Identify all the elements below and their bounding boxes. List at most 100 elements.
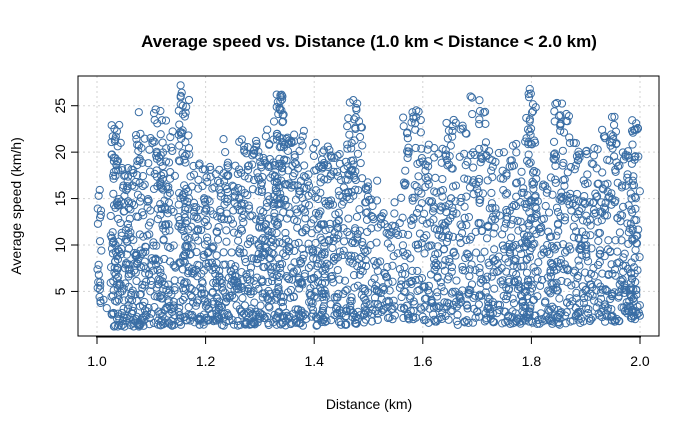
- data-point-1668: [413, 286, 422, 296]
- data-point-411: [161, 227, 170, 236]
- data-point-1246: [302, 314, 311, 323]
- data-point-247: [135, 178, 144, 188]
- data-point-52: [107, 292, 116, 301]
- data-point-431: [162, 303, 171, 312]
- data-point-2422: [556, 255, 565, 265]
- data-point-2807: [142, 311, 151, 320]
- data-point-2633: [611, 167, 620, 176]
- data-point-1849: [449, 248, 458, 257]
- data-point-621: [202, 215, 211, 224]
- data-point-2117: [509, 261, 518, 270]
- data-point-2027: [484, 301, 493, 310]
- data-point-558: [188, 264, 197, 273]
- data-point-1981: [475, 198, 484, 207]
- data-point-793: [251, 136, 261, 146]
- data-point-48: [108, 228, 117, 237]
- data-point-523: [174, 106, 183, 115]
- data-point-412: [171, 263, 180, 272]
- data-point-2514: [595, 246, 605, 255]
- data-point-1578: [361, 295, 370, 305]
- data-point-1405: [328, 243, 337, 253]
- data-point-2809: [151, 105, 160, 114]
- data-point-2841: [246, 287, 255, 296]
- data-point-1448: [358, 174, 367, 183]
- data-point-883: [252, 254, 261, 264]
- data-point-689: [209, 242, 218, 251]
- data-point-2857: [290, 150, 299, 160]
- data-point-2392: [558, 161, 567, 170]
- data-point-1403: [324, 201, 333, 210]
- data-point-739: [229, 228, 239, 237]
- data-point-422: [160, 306, 169, 315]
- data-point-410: [167, 143, 176, 152]
- data-point-2321: [546, 305, 555, 314]
- data-point-1587: [379, 305, 388, 315]
- data-point-1063: [273, 220, 283, 229]
- data-point-1702: [409, 297, 418, 306]
- data-point-2832: [219, 135, 228, 144]
- data-point-368: [165, 226, 174, 235]
- data-point-1991: [473, 185, 482, 194]
- data-point-337: [153, 265, 162, 275]
- data-point-1420: [341, 286, 350, 295]
- data-point-2395: [557, 276, 566, 286]
- data-point-1391: [338, 250, 347, 260]
- data-point-2819: [178, 101, 187, 110]
- chart-title: Average speed vs. Distance (1.0 km < Dis…: [141, 32, 597, 51]
- data-point-960: [265, 139, 274, 149]
- data-point-576: [186, 311, 195, 320]
- data-point-2187: [528, 180, 537, 189]
- data-point-2652: [602, 211, 612, 220]
- data-point-770: [220, 177, 229, 186]
- data-point-1648: [417, 154, 427, 163]
- data-point-2966: [634, 308, 644, 317]
- data-point-2845: [258, 277, 267, 286]
- data-point-1814: [438, 219, 447, 228]
- data-point-376: [160, 196, 169, 205]
- data-point-350: [141, 243, 151, 252]
- data-point-2864: [311, 138, 320, 147]
- data-point-2035: [488, 162, 497, 171]
- data-point-505: [180, 151, 189, 161]
- data-point-1374: [332, 304, 341, 313]
- data-point-202: [140, 180, 149, 189]
- data-point-1923: [470, 150, 479, 160]
- data-point-718: [219, 248, 228, 257]
- data-point-602: [196, 225, 206, 235]
- data-point-816: [235, 193, 244, 202]
- data-point-2551: [587, 280, 596, 289]
- data-point-2960: [620, 283, 629, 292]
- data-point-371: [159, 285, 168, 294]
- data-point-1493: [358, 237, 367, 247]
- data-point-2806: [139, 262, 148, 271]
- data-point-2861: [302, 184, 311, 193]
- data-point-2942: [559, 194, 568, 203]
- data-point-2494: [574, 308, 583, 317]
- data-point-2436: [566, 163, 576, 172]
- data-point-212: [129, 235, 138, 245]
- data-point-504: [182, 241, 192, 251]
- data-point-2179: [515, 317, 524, 326]
- data-point-969: [257, 163, 266, 172]
- data-point-2860: [299, 126, 308, 135]
- data-point-102: [112, 280, 122, 289]
- data-point-1726: [415, 158, 425, 167]
- data-point-127: [124, 223, 133, 233]
- data-point-1693: [408, 196, 417, 205]
- data-point-380: [164, 158, 174, 167]
- data-point-2639: [609, 135, 618, 144]
- data-point-1521: [342, 192, 351, 202]
- data-point-2554: [591, 189, 600, 198]
- data-point-2552: [594, 236, 603, 245]
- data-point-1340: [321, 289, 330, 299]
- data-point-2135: [509, 299, 519, 308]
- data-point-1943: [462, 129, 471, 138]
- data-point-1838: [441, 226, 450, 235]
- data-point-1879: [460, 202, 469, 211]
- data-point-2073: [495, 300, 505, 310]
- data-point-1574: [364, 308, 373, 317]
- data-point-273: [145, 145, 154, 154]
- data-point-1911: [448, 287, 457, 296]
- data-point-1562: [372, 196, 382, 205]
- data-point-1357: [321, 292, 330, 301]
